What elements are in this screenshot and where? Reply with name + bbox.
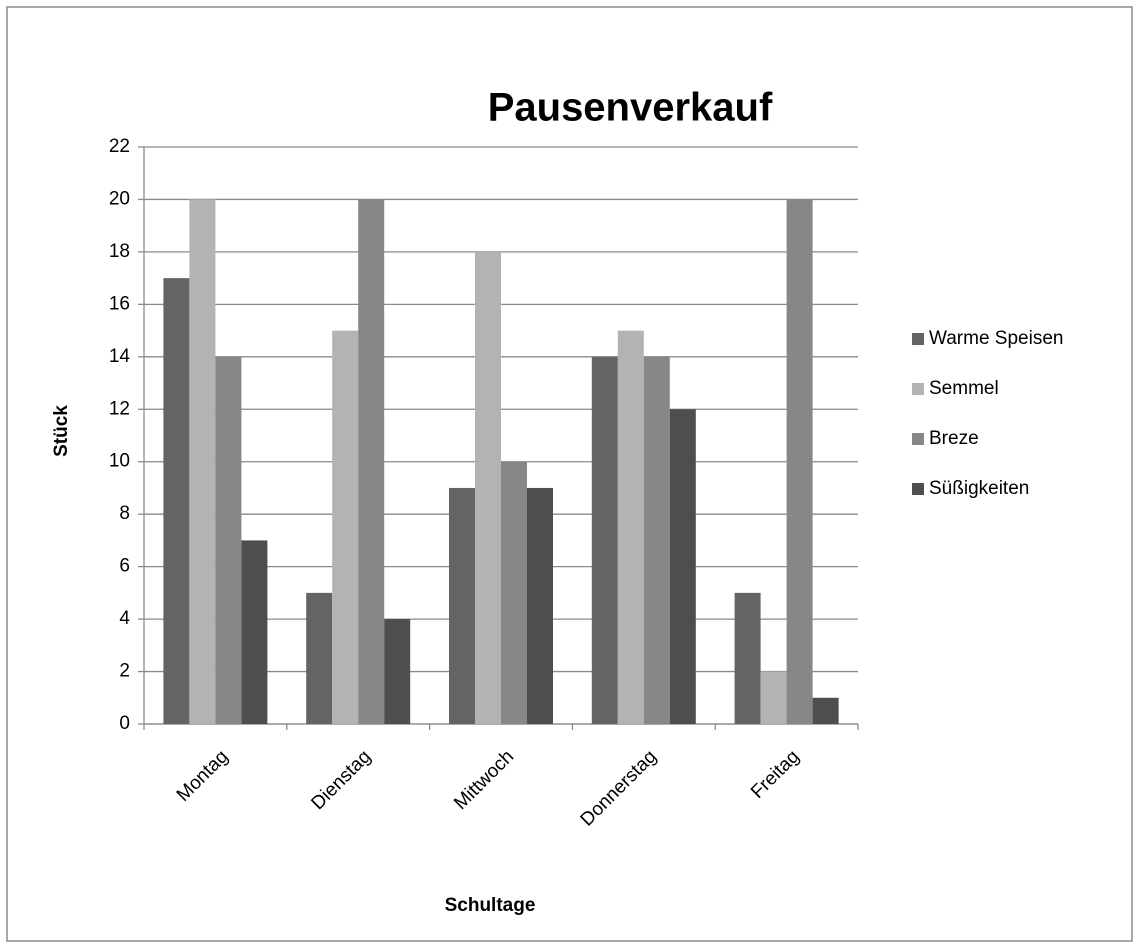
bar [241,540,268,724]
legend-label: Breze [929,428,979,449]
bar [669,409,696,724]
bar [760,671,787,724]
bar [643,356,670,724]
bar [617,330,644,724]
y-tick-label: 10 [109,451,130,472]
bar [527,487,553,724]
bar [163,278,190,724]
y-tick-label: 14 [109,346,131,367]
bar [734,592,761,724]
bar [215,356,242,724]
legend-label: Semmel [929,378,999,399]
y-tick-label: 2 [119,661,130,682]
y-tick-label: 0 [119,713,130,734]
y-tick-label: 12 [109,398,130,419]
legend-swatch [912,483,924,495]
y-tick-label: 6 [119,556,130,577]
bar [306,592,333,724]
legend-swatch [912,433,924,445]
legend-label: Warme Speisen [929,328,1063,349]
legend-label: Süßigkeiten [929,478,1029,499]
bar [358,199,385,725]
y-tick-label: 22 [109,136,130,157]
bar [812,697,839,724]
legend-swatch [912,383,924,395]
bar [591,356,618,724]
bar [449,487,475,724]
y-tick-label: 16 [109,293,130,314]
bar [786,199,813,725]
bar [384,619,411,724]
bar [332,330,359,724]
y-tick-label: 18 [109,241,130,262]
x-axis-label: Schultage [445,895,536,916]
bar [189,199,216,725]
legend-swatch [912,333,924,345]
y-tick-label: 8 [119,503,130,524]
bar [475,251,501,724]
y-tick-label: 20 [109,188,130,209]
y-tick-label: 4 [119,608,130,629]
chart-title: Pausenverkauf [488,86,773,130]
bar [501,461,527,724]
y-axis-label: Stück [51,405,72,457]
